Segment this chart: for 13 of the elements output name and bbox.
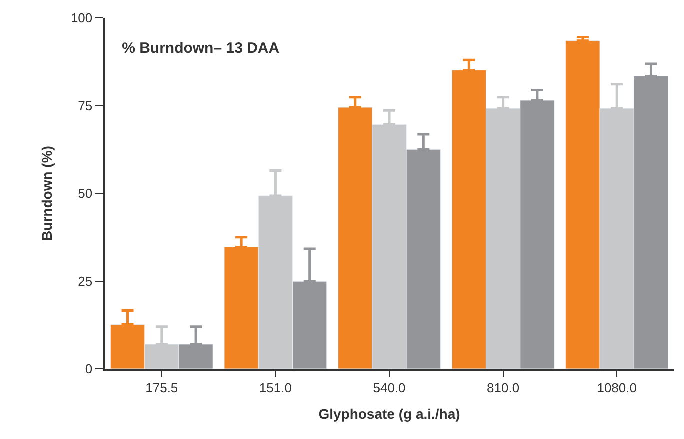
y-tick-label: 25 xyxy=(78,274,93,289)
y-tick-label: 100 xyxy=(70,10,93,26)
x-tick-label: 175.5 xyxy=(146,380,178,396)
text: % Burndown– 13 DAA xyxy=(122,40,280,58)
x-tick-label: 540.0 xyxy=(373,380,406,396)
y-tick-label: 75 xyxy=(78,98,93,114)
x-tick-label: 1080.0 xyxy=(597,380,637,396)
y-tick-label: 0 xyxy=(85,362,93,377)
x-tick-label: 151.0 xyxy=(259,380,292,396)
x-axis-title: Glyphosate (g a.i./ha) xyxy=(318,406,460,422)
x-tick-label: 810.0 xyxy=(487,380,520,396)
y-tick-label: 50 xyxy=(78,186,93,202)
y-axis-title: Burndown (%) xyxy=(39,146,56,241)
